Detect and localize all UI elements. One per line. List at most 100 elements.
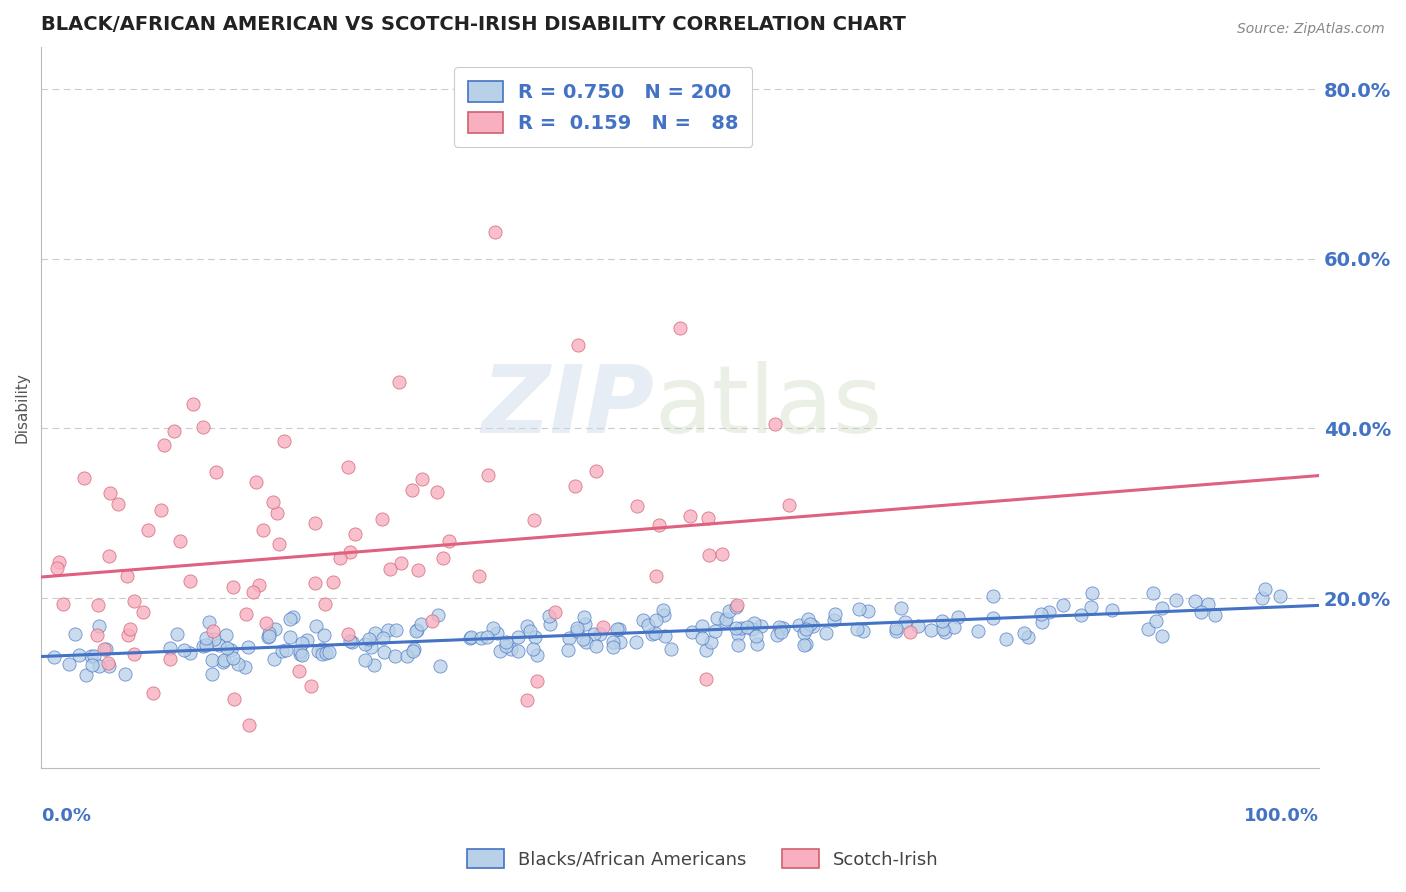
Point	[97, 549, 120, 563]
Point	[799, 616, 821, 631]
Point	[585, 464, 607, 478]
Point	[575, 635, 598, 649]
Legend: Blacks/African Americans, Scotch-Irish: Blacks/African Americans, Scotch-Irish	[460, 841, 946, 876]
Point	[311, 642, 333, 657]
Point	[814, 626, 837, 640]
Point	[572, 610, 595, 624]
Point	[946, 610, 969, 624]
Point	[238, 718, 260, 732]
Point	[641, 627, 664, 641]
Point	[1150, 601, 1173, 615]
Point	[1254, 582, 1277, 596]
Point	[824, 607, 846, 621]
Point	[291, 636, 314, 650]
Point	[281, 610, 304, 624]
Point	[695, 672, 717, 686]
Point	[159, 640, 181, 655]
Point	[162, 424, 184, 438]
Point	[359, 632, 381, 646]
Point	[522, 641, 544, 656]
Point	[772, 621, 794, 635]
Point	[1070, 607, 1092, 622]
Point	[602, 635, 624, 649]
Point	[222, 651, 245, 665]
Point	[470, 631, 492, 645]
Point	[402, 643, 425, 657]
Point	[107, 497, 129, 511]
Point	[495, 639, 517, 653]
Point	[537, 609, 560, 624]
Point	[714, 612, 737, 626]
Point	[406, 563, 429, 577]
Point	[252, 524, 274, 538]
Point	[572, 632, 595, 646]
Point	[219, 643, 242, 657]
Point	[557, 631, 579, 645]
Point	[314, 628, 336, 642]
Point	[304, 516, 326, 530]
Point	[339, 545, 361, 559]
Point	[247, 578, 270, 592]
Point	[654, 629, 676, 643]
Point	[337, 627, 360, 641]
Point	[695, 643, 717, 657]
Point	[574, 617, 596, 632]
Point	[607, 622, 630, 636]
Point	[288, 648, 311, 662]
Point	[166, 626, 188, 640]
Point	[652, 603, 675, 617]
Point	[585, 639, 607, 653]
Point	[204, 466, 226, 480]
Point	[516, 619, 538, 633]
Point	[1012, 626, 1035, 640]
Point	[725, 621, 748, 635]
Point	[364, 626, 387, 640]
Point	[94, 642, 117, 657]
Point	[173, 642, 195, 657]
Point	[336, 459, 359, 474]
Point	[305, 619, 328, 633]
Point	[1144, 614, 1167, 628]
Point	[981, 610, 1004, 624]
Point	[681, 624, 703, 639]
Point	[222, 580, 245, 594]
Point	[606, 622, 628, 636]
Point	[884, 624, 907, 639]
Point	[202, 632, 225, 646]
Point	[934, 625, 956, 640]
Text: 0.0%: 0.0%	[41, 807, 91, 825]
Point	[257, 629, 280, 643]
Point	[89, 619, 111, 633]
Point	[371, 512, 394, 526]
Point	[1101, 602, 1123, 616]
Point	[652, 607, 675, 622]
Point	[793, 638, 815, 652]
Point	[264, 622, 287, 636]
Point	[523, 513, 546, 527]
Point	[201, 653, 224, 667]
Point	[920, 624, 942, 638]
Text: 100.0%: 100.0%	[1244, 807, 1319, 825]
Point	[266, 506, 288, 520]
Point	[468, 569, 491, 583]
Point	[592, 620, 614, 634]
Point	[823, 613, 845, 627]
Point	[557, 643, 579, 657]
Point	[704, 624, 727, 638]
Point	[97, 659, 120, 673]
Point	[278, 612, 301, 626]
Point	[678, 509, 700, 524]
Point	[741, 623, 763, 637]
Point	[624, 635, 647, 649]
Point	[48, 556, 70, 570]
Point	[794, 637, 817, 651]
Point	[609, 635, 631, 649]
Point	[801, 619, 824, 633]
Point	[42, 650, 65, 665]
Point	[287, 664, 309, 678]
Point	[565, 621, 588, 635]
Text: atlas: atlas	[654, 361, 883, 453]
Point	[589, 627, 612, 641]
Point	[215, 628, 238, 642]
Point	[169, 534, 191, 549]
